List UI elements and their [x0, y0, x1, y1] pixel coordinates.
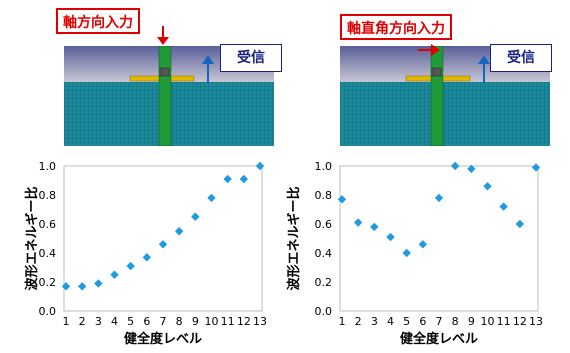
y-tick-label: 0.8 — [39, 189, 57, 202]
x-tick-label: 13 — [529, 315, 543, 328]
x-tick-label: 5 — [403, 315, 410, 328]
x-tick-label: 11 — [497, 315, 511, 328]
x-tick-label: 10 — [481, 315, 495, 328]
y-tick-label: 0.8 — [315, 189, 333, 202]
down-arrow-icon — [157, 26, 169, 45]
y-tick-label: 1.0 — [315, 160, 333, 173]
chart-perpendicular: 0.0 0.2 0.4 0.6 0.8 1.0 1 2 3 4 5 6 7 8 9 10 11 12 13 健全度レベ… — [284, 160, 570, 347]
data-point — [337, 195, 347, 204]
data-point — [94, 279, 103, 288]
sensor — [159, 67, 170, 77]
data-point — [515, 219, 525, 229]
x-tick-label: 4 — [111, 315, 118, 328]
data-point — [386, 232, 395, 242]
data-point — [158, 240, 168, 249]
data-point — [126, 261, 135, 271]
x-tick-label: 12 — [237, 315, 251, 328]
y-axis-label: 波形エネルギー比 — [286, 186, 302, 290]
data-point — [499, 202, 508, 211]
y-tick-label: 0.4 — [315, 247, 333, 260]
receive-label: 受信 — [220, 44, 282, 72]
data-point — [483, 182, 492, 191]
x-tick-label: 6 — [419, 315, 426, 328]
data-point — [467, 164, 476, 174]
x-tick-label: 7 — [436, 315, 443, 328]
x-tick-label: 5 — [127, 315, 134, 328]
chart-perpendicular-svg: 0.00.20.40.60.81.01 2 3 4 5 6 7 8 9 10 11 12 13健全度レベ… — [286, 160, 543, 347]
y-axis-label: 波形エネルギー比 — [24, 186, 40, 290]
x-tick-label: 12 — [513, 315, 527, 328]
x-tick-label: 8 — [452, 315, 459, 328]
data-point — [110, 270, 119, 279]
x-tick-label: 4 — [387, 315, 394, 328]
data-point — [142, 253, 152, 262]
plot-area — [339, 165, 539, 312]
data-point — [191, 212, 200, 221]
y-tick-label: 0.6 — [315, 218, 333, 231]
data-point — [239, 174, 249, 184]
data-point — [418, 240, 428, 249]
x-tick-label: 6 — [143, 315, 150, 328]
data-point — [402, 248, 411, 258]
data-point — [174, 227, 184, 236]
perpendicular-input-label: 軸直角方向入力 — [340, 14, 452, 40]
x-tick-label: 1 — [339, 315, 346, 328]
x-axis-label: 健全度レベル — [400, 331, 478, 347]
y-tick-label: 0.4 — [39, 247, 57, 260]
chart-axial: 0.0 0.2 0.4 0.6 0.8 1.0 1 2 3 4 5 6 7 8 9 10 11 12 13 健全度レベ… — [0, 160, 286, 347]
data-point — [450, 161, 460, 171]
x-tick-label: 10 — [205, 315, 219, 328]
receive-arrow-icon — [478, 55, 490, 83]
x-tick-label: 2 — [355, 315, 362, 328]
perpendicular-input-panel: 軸直角方向入力 受信 0.0 0.2 0.4 0.6 0.8 1.0 1 2 3 4 5 6 7 8 9 10… — [284, 0, 570, 349]
right-arrow-icon — [418, 44, 440, 56]
y-tick-label: 0.2 — [315, 276, 333, 289]
pile — [158, 46, 172, 146]
data-point — [207, 193, 216, 203]
data-point — [353, 218, 363, 227]
axial-input-label: 軸方向入力 — [56, 8, 140, 34]
chart-axial-svg: 0.00.20.40.60.81.01 2 3 4 5 6 7 8 9 10 11 12 13健全度レベ… — [24, 160, 267, 347]
data-point — [434, 193, 444, 203]
y-tick-label: 0.0 — [39, 305, 57, 318]
x-tick-label: 3 — [95, 315, 102, 328]
y-tick-label: 0.0 — [315, 305, 333, 318]
data-point — [255, 161, 265, 171]
x-tick-label: 1 — [63, 315, 70, 328]
y-tick-label: 0.6 — [39, 218, 57, 231]
sensor — [431, 67, 442, 77]
x-tick-label: 11 — [221, 315, 235, 328]
y-tick-label: 0.2 — [39, 276, 57, 289]
x-tick-label: 2 — [79, 315, 86, 328]
ground-mesh — [340, 82, 550, 146]
x-axis-label: 健全度レベル — [124, 331, 202, 347]
data-point — [223, 174, 232, 184]
data-point — [531, 163, 541, 172]
x-tick-label: 13 — [253, 315, 267, 328]
x-tick-label: 8 — [176, 315, 183, 328]
plot-area — [63, 165, 263, 312]
x-tick-label: 3 — [371, 315, 378, 328]
x-tick-label: 9 — [468, 315, 475, 328]
x-tick-label: 7 — [160, 315, 167, 328]
x-tick-label: 9 — [192, 315, 199, 328]
receive-arrow-icon — [202, 55, 214, 83]
pile — [430, 46, 444, 146]
data-point — [61, 282, 71, 291]
data-point — [77, 282, 87, 291]
receive-label: 受信 — [490, 44, 552, 72]
y-tick-label: 1.0 — [39, 160, 57, 173]
data-point — [370, 222, 379, 232]
axial-input-panel: 軸方向入力 受信 0.0 0.2 0.4 0.6 0.8 1.0 1 2 3 4 5 6 7 8 9 10 11… — [0, 8, 286, 347]
